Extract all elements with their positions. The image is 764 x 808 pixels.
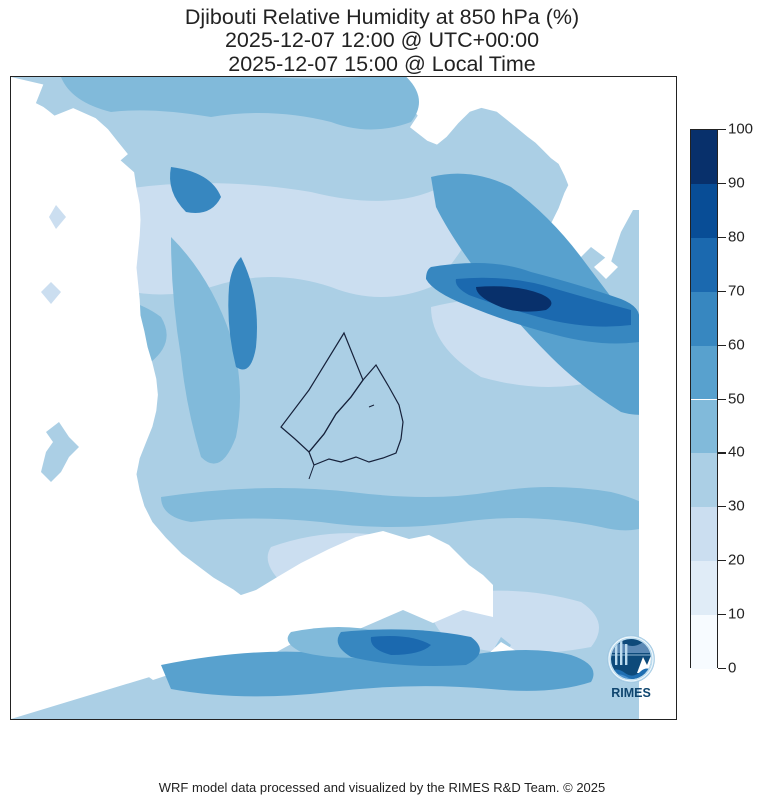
svg-text:RIMES: RIMES	[611, 686, 651, 700]
